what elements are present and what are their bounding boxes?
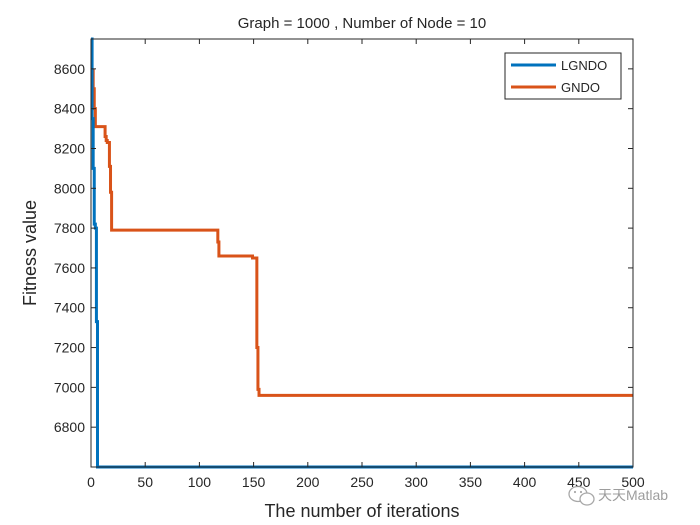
x-tick-label: 200: [296, 474, 320, 490]
y-axis-label: Fitness value: [20, 200, 40, 306]
x-tick-label: 500: [621, 474, 645, 490]
x-tick-label: 350: [459, 474, 483, 490]
x-axis-label: The number of iterations: [264, 501, 459, 521]
series-line-gndo: [91, 68, 633, 397]
y-tick-label: 8000: [54, 180, 85, 196]
wechat-icon: [568, 485, 595, 506]
y-tick-label: 7600: [54, 260, 85, 276]
x-tick-label: 250: [350, 474, 374, 490]
series-line-lgndo: [90, 37, 633, 469]
y-tick-label: 8200: [54, 140, 85, 156]
series-layer: [90, 37, 633, 469]
x-tick-label: 100: [188, 474, 212, 490]
legend-box: [504, 52, 622, 100]
y-tick-label: 7800: [54, 220, 85, 236]
chart-title: Graph = 1000 , Number of Node = 10: [238, 15, 487, 32]
legend: LGNDO GNDO: [504, 52, 622, 100]
legend-label-gndo: GNDO: [561, 80, 600, 95]
y-tick-label: 7400: [54, 300, 85, 316]
x-tick-label: 0: [87, 474, 95, 490]
y-tick-label: 8400: [54, 101, 85, 117]
x-tick-label: 50: [137, 474, 153, 490]
x-tick-label: 150: [242, 474, 266, 490]
x-tick-label: 400: [513, 474, 537, 490]
watermark-text: 天天Matlab: [598, 487, 668, 503]
tick-layer: 0 50 100 150 200 250 300 350 400 450 500 6800 7000 72…: [54, 39, 645, 490]
legend-label-lgndo: LGNDO: [561, 58, 607, 73]
x-tick-label: 450: [567, 474, 591, 490]
watermark: 天天Matlab: [568, 485, 668, 506]
y-tick-label: 7200: [54, 340, 85, 356]
plot-area: [91, 39, 633, 467]
y-tick-label: 7000: [54, 379, 85, 395]
x-tick-label: 300: [405, 474, 429, 490]
y-tick-label: 6800: [54, 419, 85, 435]
y-tick-label: 8600: [54, 61, 85, 77]
